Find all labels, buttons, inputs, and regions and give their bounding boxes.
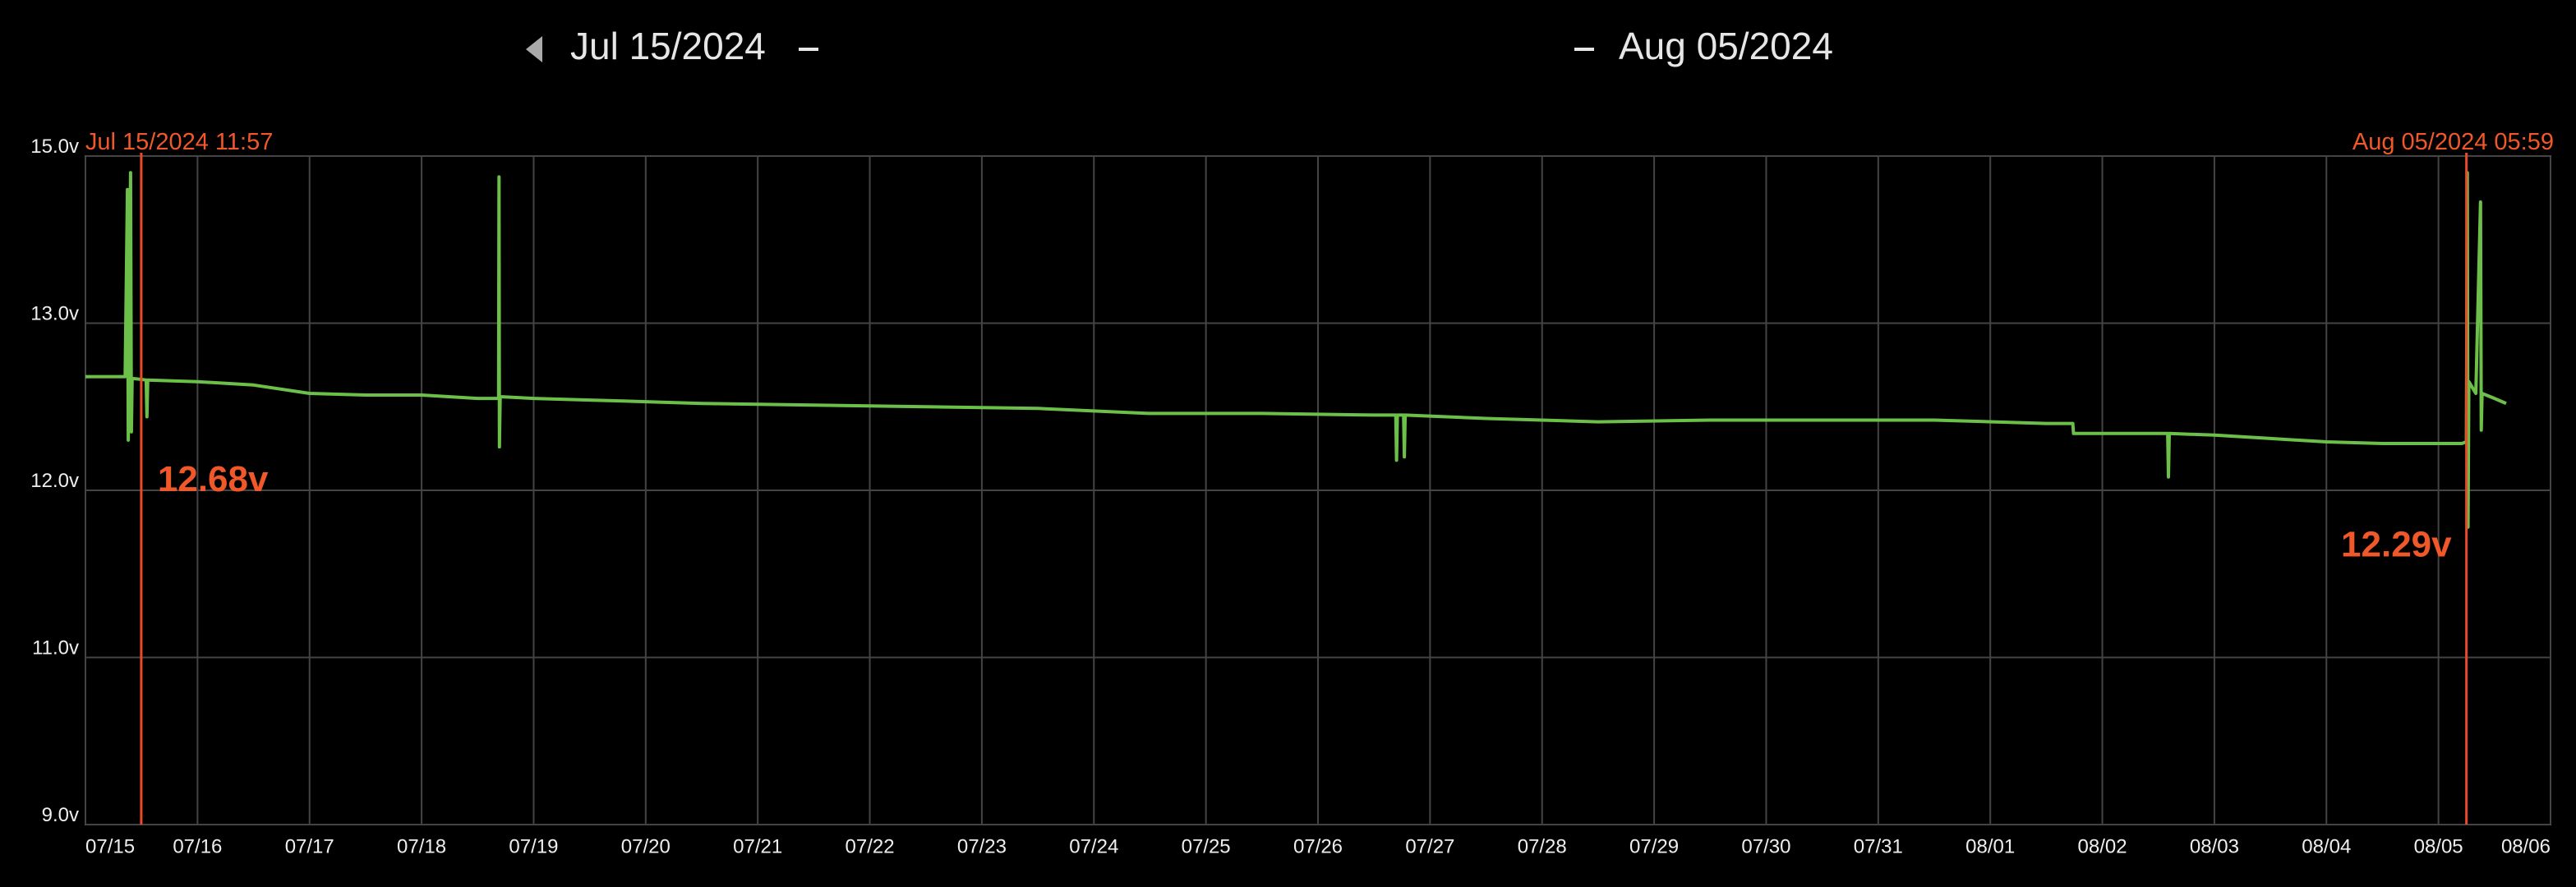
x-tick-label: 07/21 xyxy=(733,835,782,857)
y-tick-label: 11.0v xyxy=(32,637,79,660)
y-tick-label: 12.0v xyxy=(30,470,79,492)
end-date[interactable]: Aug 05/2024 xyxy=(1619,25,1833,67)
x-tick-label: 08/04 xyxy=(2302,835,2351,857)
prev-arrow[interactable] xyxy=(526,36,542,62)
x-tick-label: 07/23 xyxy=(957,835,1007,857)
x-tick-label: 08/06 xyxy=(2501,835,2551,857)
x-tick-label: 07/19 xyxy=(509,835,558,857)
y-tick-label: 15.0v xyxy=(30,136,79,158)
cursor-label: Aug 05/2024 05:59 xyxy=(2353,129,2554,155)
start-date[interactable]: Jul 15/2024 xyxy=(570,25,766,67)
x-tick-label: 07/31 xyxy=(1854,835,1903,857)
y-tick-label: 9.0v xyxy=(42,804,79,826)
x-tick-label: 08/03 xyxy=(2190,835,2239,857)
x-tick-label: 07/28 xyxy=(1518,835,1567,857)
x-tick-label: 07/26 xyxy=(1293,835,1343,857)
dash xyxy=(1574,48,1594,51)
x-tick-label: 07/16 xyxy=(173,835,222,857)
voltage-line xyxy=(85,171,2507,529)
x-tick-label: 07/18 xyxy=(397,835,446,857)
cursor-value: 12.29v xyxy=(2341,525,2452,565)
x-tick-label: 07/27 xyxy=(1405,835,1454,857)
cursor-value: 12.68v xyxy=(158,459,269,499)
x-tick-label: 07/25 xyxy=(1182,835,1231,857)
x-tick-label: 07/17 xyxy=(285,835,334,857)
x-tick-label: 07/15 xyxy=(85,835,135,857)
x-tick-label: 08/05 xyxy=(2414,835,2463,857)
x-tick-label: 07/22 xyxy=(846,835,895,857)
x-tick-label: 08/02 xyxy=(2078,835,2127,857)
dash xyxy=(799,48,818,51)
x-tick-label: 07/24 xyxy=(1069,835,1118,857)
x-tick-label: 07/29 xyxy=(1629,835,1679,857)
y-tick-label: 13.0v xyxy=(30,303,79,325)
cursor-label: Jul 15/2024 11:57 xyxy=(85,129,273,155)
x-tick-label: 08/01 xyxy=(1965,835,2015,857)
x-tick-label: 07/20 xyxy=(621,835,670,857)
x-tick-label: 07/30 xyxy=(1741,835,1790,857)
